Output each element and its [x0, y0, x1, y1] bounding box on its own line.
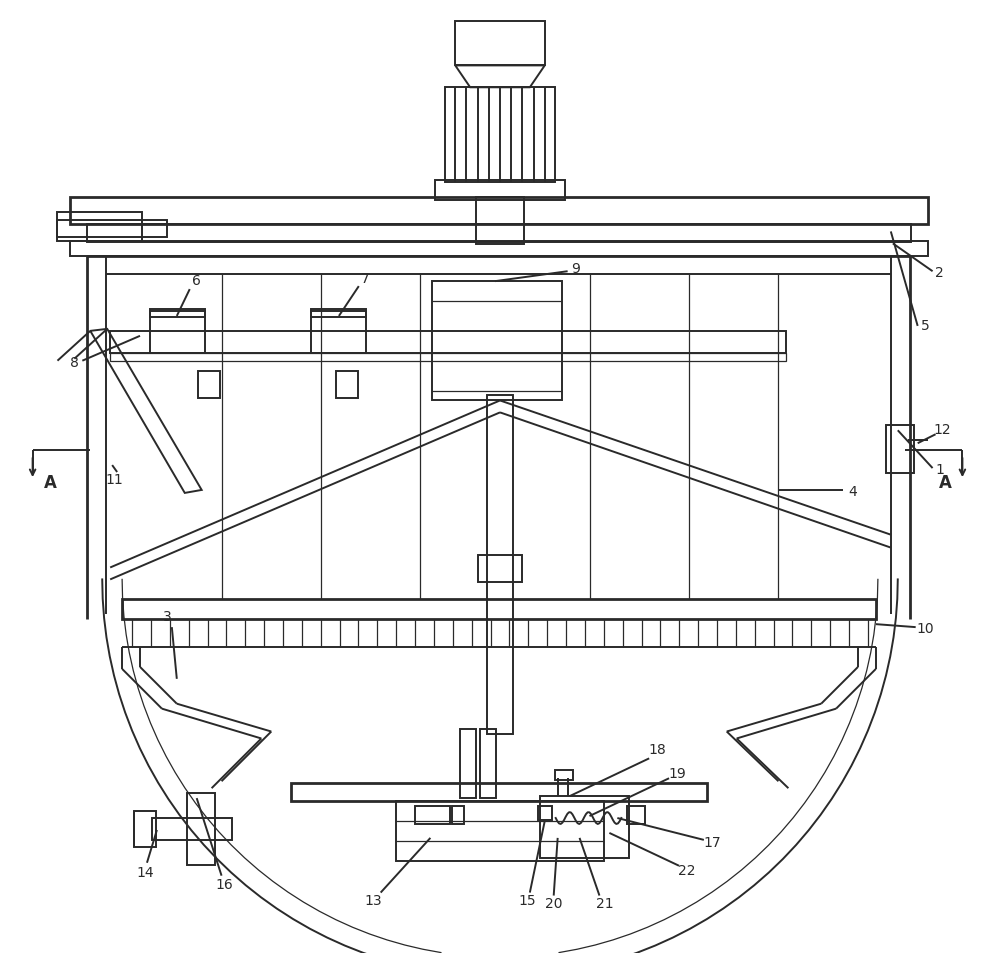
Bar [311, 311, 366, 353]
Bar [627, 806, 645, 824]
Bar [445, 87, 555, 182]
Text: 4: 4 [849, 485, 857, 499]
Bar [70, 197, 928, 225]
Text: A: A [44, 474, 57, 492]
Bar [57, 220, 167, 237]
Bar [311, 309, 366, 317]
Text: 11: 11 [105, 473, 123, 487]
Bar [336, 371, 358, 399]
Bar [435, 180, 565, 200]
Text: 15: 15 [518, 894, 536, 907]
Text: 10: 10 [917, 622, 934, 636]
Bar [291, 783, 707, 801]
Bar [452, 806, 464, 824]
Text: 13: 13 [365, 894, 383, 907]
Text: 9: 9 [571, 262, 580, 276]
Text: 21: 21 [596, 897, 613, 910]
Text: 8: 8 [70, 356, 79, 370]
Bar [538, 806, 552, 820]
Bar [198, 371, 220, 399]
Text: 22: 22 [678, 863, 696, 878]
Bar [150, 311, 205, 353]
Text: 7: 7 [361, 272, 370, 286]
Bar [134, 811, 156, 847]
Bar [476, 197, 524, 245]
Text: 17: 17 [703, 836, 721, 850]
Bar [187, 793, 215, 865]
Bar [150, 309, 205, 317]
Bar [886, 425, 914, 473]
Text: 5: 5 [921, 319, 930, 333]
Text: 14: 14 [136, 866, 154, 880]
Bar [415, 806, 450, 824]
Bar [110, 331, 786, 353]
Text: 19: 19 [668, 768, 686, 781]
Bar [487, 396, 513, 733]
Bar [480, 728, 496, 798]
Bar [57, 211, 142, 241]
Text: A: A [939, 474, 952, 492]
Bar [455, 21, 545, 65]
Bar [460, 728, 476, 798]
Bar [122, 599, 876, 619]
Bar [432, 281, 562, 401]
Text: 16: 16 [216, 878, 233, 892]
Text: 3: 3 [162, 610, 171, 624]
Bar [70, 241, 928, 256]
Text: 18: 18 [648, 744, 666, 757]
Text: 12: 12 [934, 424, 951, 437]
Text: 2: 2 [935, 266, 944, 280]
Bar [396, 801, 604, 860]
Text: 6: 6 [192, 274, 201, 288]
Bar [152, 818, 232, 840]
Bar [555, 771, 573, 780]
Text: 20: 20 [545, 897, 562, 910]
Bar [540, 796, 629, 858]
Bar [110, 353, 786, 360]
Bar [478, 554, 522, 582]
Text: 1: 1 [935, 463, 944, 477]
Bar [87, 225, 911, 243]
